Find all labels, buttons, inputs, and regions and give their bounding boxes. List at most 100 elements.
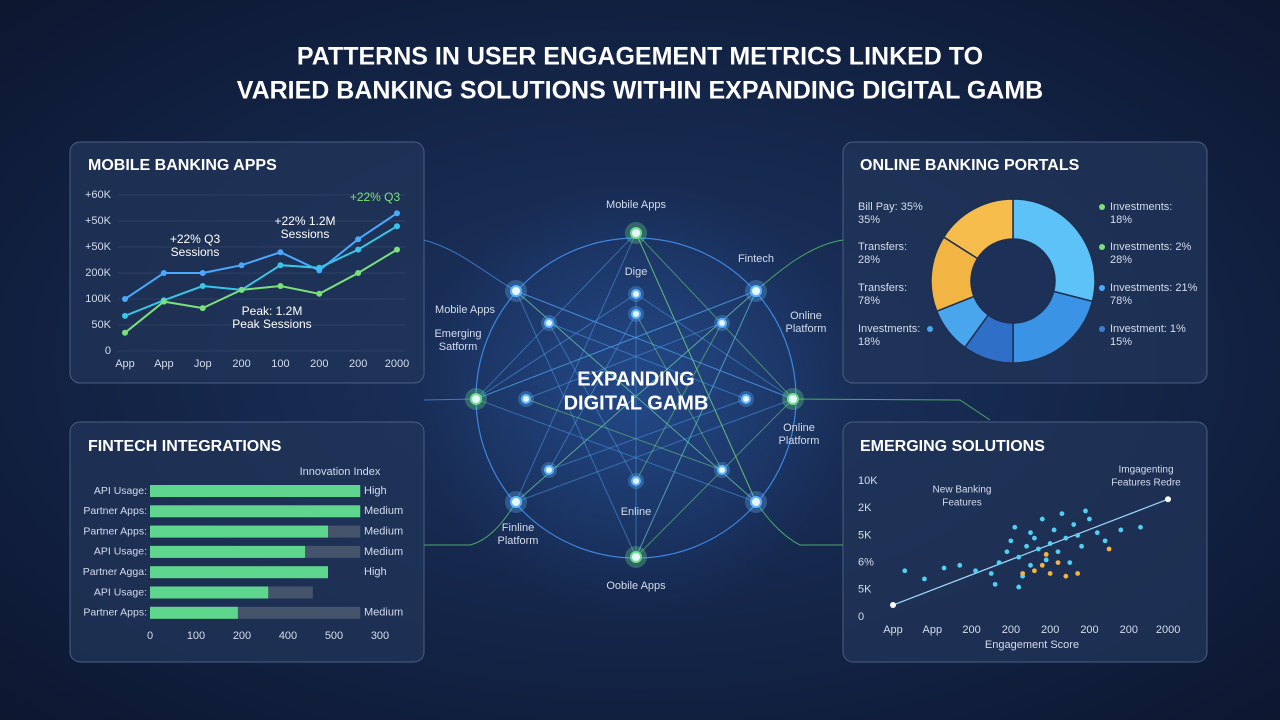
y-tick-label: 5K	[858, 584, 872, 596]
point	[1004, 549, 1010, 555]
label: Mobile Apps	[606, 199, 666, 211]
edge	[548, 322, 637, 482]
point	[1024, 543, 1029, 549]
point	[1047, 571, 1053, 576]
trend-end	[1165, 496, 1171, 503]
point	[941, 565, 947, 571]
legend-dot	[1099, 285, 1105, 291]
point	[160, 270, 167, 276]
x-tick-label: App	[883, 624, 903, 636]
label: 28%	[858, 254, 880, 266]
edge	[635, 313, 723, 471]
connector	[755, 239, 844, 292]
edge	[635, 290, 757, 558]
point	[1138, 524, 1143, 530]
label: 78%	[858, 295, 880, 307]
x-tick-label: 200	[310, 358, 328, 370]
point	[238, 286, 245, 293]
point	[199, 270, 206, 276]
series-line	[124, 248, 398, 334]
node	[717, 465, 727, 475]
point	[355, 270, 362, 276]
label: Enline	[621, 506, 652, 518]
panel	[842, 421, 1208, 663]
edge	[475, 232, 637, 400]
y-tick-label: 2K	[858, 502, 872, 514]
label: Peak Sessions	[232, 317, 311, 331]
title-line: VARIED BANKING SOLUTIONS WITHIN EXPANDIN…	[237, 77, 1043, 105]
x-tick-label: 100	[187, 630, 205, 642]
point	[1106, 546, 1112, 552]
edge	[515, 232, 637, 503]
edge	[525, 322, 723, 400]
value-label: Medium	[364, 526, 403, 538]
point	[922, 576, 927, 582]
label: Online	[783, 422, 815, 434]
point	[988, 571, 994, 576]
panel-title: FINTECH INTEGRATIONS	[88, 438, 282, 455]
x-tick-label: 200	[1041, 624, 1059, 636]
point	[1102, 538, 1108, 544]
x-tick-label: 200	[1080, 624, 1098, 636]
point	[1012, 524, 1018, 530]
label: Imgagenting	[1118, 465, 1173, 476]
label: Platform	[498, 535, 539, 547]
x-tick-label: 2000	[385, 358, 409, 370]
edge	[525, 398, 723, 471]
x-tick-label: 200	[962, 624, 980, 636]
point	[122, 296, 128, 302]
point	[394, 223, 400, 230]
point	[394, 210, 400, 217]
donut-segment	[1012, 198, 1096, 303]
node	[521, 394, 531, 404]
trend-end	[890, 602, 896, 609]
point	[1055, 560, 1061, 565]
label: +22% Q3	[350, 190, 401, 204]
label: +22% Q3	[170, 232, 221, 246]
x-tick-label: 200	[1120, 624, 1138, 636]
legend-dot	[1099, 244, 1105, 250]
connector	[424, 501, 517, 546]
label: 18%	[1110, 214, 1132, 226]
point	[122, 329, 128, 336]
point	[1063, 535, 1069, 541]
x-tick-label: App	[923, 624, 943, 636]
value-label: Medium	[364, 607, 403, 619]
panels	[69, 141, 1208, 663]
x-tick-label: 300	[371, 630, 389, 642]
node	[631, 476, 641, 486]
label: Fintech	[738, 253, 774, 265]
label: 18%	[858, 336, 880, 348]
label: Transfers:	[858, 241, 907, 253]
label: Sessions	[281, 227, 330, 241]
node	[544, 465, 554, 475]
label: Transfers:	[858, 282, 907, 294]
point	[1028, 530, 1033, 536]
label: Finline	[502, 522, 534, 534]
point	[277, 249, 284, 256]
x-axis-label: Engagement Score	[985, 639, 1079, 651]
label: Bill Pay: 35%	[858, 201, 923, 213]
value-label: Medium	[364, 546, 403, 558]
y-tick-label: +60K	[85, 189, 112, 201]
category-label: API Usage:	[94, 586, 147, 598]
label: 28%	[1110, 254, 1132, 266]
node	[787, 393, 799, 405]
label: Investments:	[858, 323, 920, 335]
x-tick-label: 0	[147, 630, 153, 642]
bar	[150, 505, 361, 518]
bar	[150, 606, 238, 619]
point	[1083, 508, 1088, 514]
donut-segment	[942, 198, 1014, 260]
legend-dot	[1099, 326, 1105, 332]
label: Oobile Apps	[606, 580, 666, 592]
point	[1028, 562, 1033, 568]
label: Investments:	[1110, 201, 1172, 213]
connectors	[423, 239, 991, 546]
connector	[792, 398, 991, 421]
x-tick-label: Jop	[194, 358, 212, 370]
point	[1071, 522, 1077, 527]
y-tick-label: 0	[105, 345, 111, 357]
bar	[150, 566, 329, 579]
point	[1020, 571, 1026, 576]
